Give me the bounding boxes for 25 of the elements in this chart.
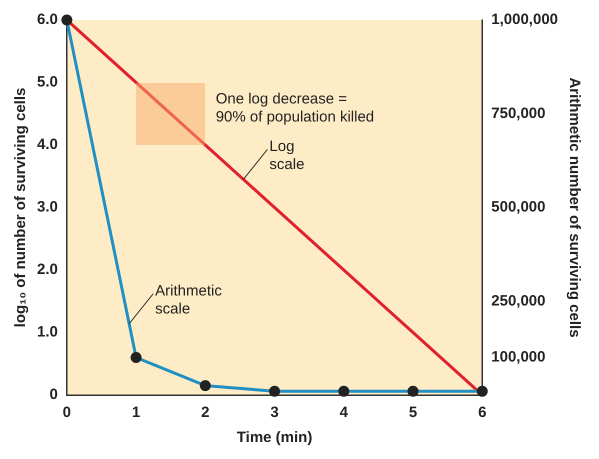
annotation: One log decrease = 90% of population killed (216, 90, 374, 126)
y-tick-label: 6.0 (36, 11, 58, 28)
y2-tick-label: 100,000 (491, 348, 546, 366)
y-axis-title: log₁₀ of number of surviving cells (12, 88, 30, 328)
y-tick-label: 3.0 (36, 198, 58, 216)
x-tick-label: 6 (478, 404, 486, 422)
y2-tick-label: 1,000,000 (491, 11, 558, 28)
x-tick-label: 0 (62, 404, 72, 422)
y2-tick-label: 500,000 (491, 198, 546, 216)
y2-tick-label: 750,000 (491, 104, 546, 122)
x-tick-label: 3 (270, 404, 279, 422)
y-tick-label: 0 (50, 386, 58, 404)
x-tick-label: 5 (408, 404, 418, 422)
x-tick-label: 4 (340, 404, 349, 422)
y-tick-label: 2.0 (36, 261, 58, 278)
y2-axis-title: Arithmetic number of surviving cells (566, 77, 583, 338)
x-axis-title: Time (min) (236, 429, 312, 446)
y-tick-label: 1.0 (36, 324, 58, 341)
annotation: Log scale (269, 138, 304, 174)
y-tick-label: 4.0 (36, 136, 58, 154)
annotation: Arithmetic scale (155, 282, 222, 318)
x-tick-label: 1 (132, 404, 140, 422)
y2-tick-label: 250,000 (491, 292, 546, 310)
x-tick-label: 2 (201, 404, 210, 422)
y-tick-label: 5.0 (36, 74, 58, 91)
